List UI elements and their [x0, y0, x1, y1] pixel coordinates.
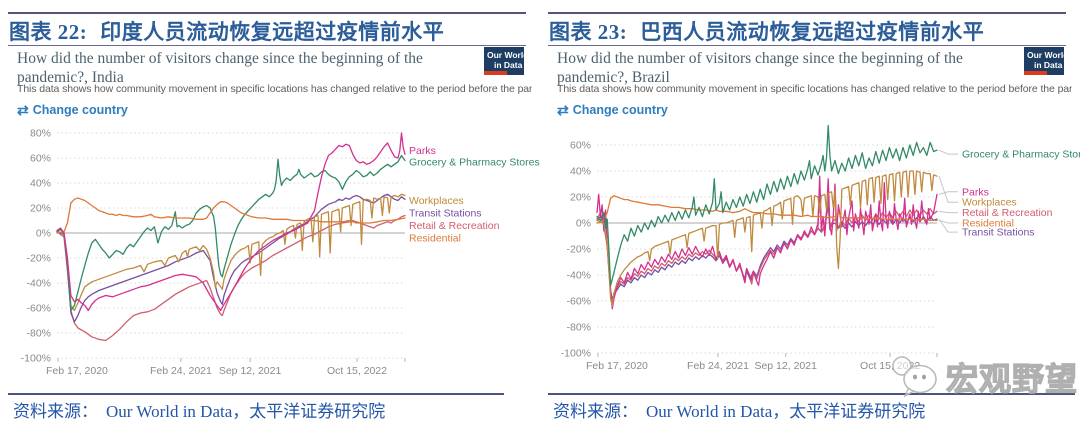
y-tick-label: 0% — [36, 228, 51, 240]
watermark-text: 宏观野望 — [945, 360, 1079, 397]
source-label: 资料来源： — [553, 402, 638, 421]
figure-number: 图表 23: — [549, 20, 628, 44]
change-country-label: Change country — [572, 103, 668, 117]
series-label-transit-stations: Transit Stations — [409, 208, 482, 220]
series-line-parks — [56, 132, 406, 312]
series-label-transit-stations: Transit Stations — [962, 227, 1035, 239]
x-tick-label: Feb 24, 2021 — [687, 360, 749, 372]
y-tick-label: 60% — [30, 153, 51, 165]
owid-logo-line2: in Data — [1034, 60, 1063, 70]
series-label-residential: Residential — [962, 218, 1014, 230]
source-rule — [548, 393, 1075, 395]
y-tick-label: -100% — [561, 348, 591, 360]
wechat-watermark: 宏观野望 — [890, 354, 1078, 400]
top-rule — [548, 12, 1066, 14]
series-label-residential: Residential — [409, 233, 461, 245]
series-label-parks: Parks — [409, 145, 436, 157]
panel-brazil: 图表 23: 巴西人员流动恢复远超过疫情前水平 How did the numbe… — [540, 0, 1080, 427]
x-tick-label: Feb 24, 2021 — [150, 365, 212, 377]
mobility-chart-brazil: 60% 40% 20% 0% -20% -40% -60% -80% -100% Feb 17, … — [540, 120, 1080, 385]
chart-subtitle: This data shows how community movement i… — [557, 83, 1072, 95]
series-line-parks — [596, 175, 938, 310]
series-label-grocery-pharmacy-stores: Grocery & Pharmacy Stores — [409, 156, 540, 168]
chart-subtitle: This data shows how community movement i… — [17, 83, 532, 95]
y-tick-label: -40% — [566, 270, 591, 282]
source-rule — [8, 393, 504, 395]
y-tick-label: -60% — [566, 296, 591, 308]
series-line-workplaces — [56, 193, 406, 312]
label-connector — [938, 149, 958, 155]
y-tick-label: 20% — [570, 192, 591, 204]
chart-headline: How did the number of visitors change si… — [557, 50, 963, 86]
owid-logo-line1: Our World — [1027, 50, 1064, 60]
title-rule — [8, 45, 526, 46]
change-country-button[interactable]: ⇄ Change country — [557, 103, 668, 117]
series-line-workplaces — [596, 170, 938, 307]
swap-arrows-icon: ⇄ — [557, 102, 569, 118]
series-label-retail-recreation: Retail & Recreation — [409, 220, 500, 232]
y-tick-label: 20% — [30, 203, 51, 215]
source-label: 资料来源： — [13, 402, 98, 421]
figure-title-text: 巴西人员流动恢复远超过疫情前水平 — [640, 20, 985, 44]
label-connector — [938, 219, 958, 224]
y-tick-label: -40% — [26, 278, 51, 290]
wechat-icon — [892, 356, 937, 398]
chart-svg-india: 80% 60% 40% 20% 0% -20% -40% -60% -80% -100%Feb 1… — [21, 128, 540, 378]
y-tick-label: 40% — [30, 178, 51, 190]
chart-headline: How did the number of visitors change si… — [17, 50, 423, 86]
chart-svg-brazil: 60% 40% 20% 0% -20% -40% -60% -80% -100%Feb 17, … — [561, 124, 1080, 372]
source-text: Our World in Data，太平洋证券研究院 — [106, 402, 386, 421]
mobility-chart-india: 80% 60% 40% 20% 0% -20% -40% -60% -80% -100% Feb 1… — [0, 120, 540, 385]
y-tick-label: 40% — [570, 166, 591, 178]
label-connector — [938, 176, 958, 203]
series-line-grocery-pharmacy-stores — [56, 154, 406, 312]
y-tick-label: -80% — [26, 328, 51, 340]
series-label-workplaces: Workplaces — [409, 195, 464, 207]
series-label-parks: Parks — [962, 186, 989, 198]
series-line-retail-recreation — [596, 187, 938, 303]
x-tick-label: Sep 12, 2021 — [754, 360, 817, 372]
series-line-residential — [56, 197, 406, 234]
source-line: 资料来源： Our World in Data，太平洋证券研究院 — [553, 397, 925, 422]
owid-logo-red-stripe — [1024, 71, 1048, 75]
series-label-grocery-pharmacy-store: Grocery & Pharmacy Store — [962, 149, 1080, 161]
change-country-label: Change country — [32, 103, 128, 117]
label-connector — [938, 218, 958, 233]
figure-title: 图表 23: 巴西人员流动恢复远超过疫情前水平 — [549, 16, 984, 46]
y-tick-label: -20% — [566, 244, 591, 256]
owid-logo: Our World in Data — [1024, 47, 1064, 75]
owid-logo-line2: in Data — [494, 60, 523, 70]
figure-title-text: 印度人员流动恢复远超过疫情前水平 — [100, 20, 445, 44]
label-connector — [938, 210, 958, 214]
y-tick-label: -60% — [26, 303, 51, 315]
x-tick-label: Sep 12, 2021 — [219, 365, 282, 377]
figure-number: 图表 22: — [9, 20, 88, 44]
x-tick-label: Feb 17, 2020 — [46, 365, 108, 377]
series-label-retail-recreation: Retail & Recreation — [962, 207, 1053, 219]
series-line-residential — [596, 195, 938, 224]
y-tick-label: 0% — [576, 218, 591, 230]
owid-logo: Our World in Data — [484, 47, 524, 75]
owid-logo-line1: Our World — [487, 50, 524, 60]
figure-title: 图表 22: 印度人员流动恢复远超过疫情前水平 — [9, 16, 444, 46]
source-line: 资料来源： Our World in Data，太平洋证券研究院 — [13, 397, 385, 422]
y-tick-label: -100% — [21, 353, 51, 365]
y-tick-label: 60% — [570, 140, 591, 152]
x-tick-label: Feb 17, 2020 — [586, 360, 648, 372]
x-tick-label: Oct 15, 2022 — [327, 365, 387, 377]
swap-arrows-icon: ⇄ — [17, 102, 29, 118]
panel-india: 图表 22: 印度人员流动恢复远超过疫情前水平 How did the numbe… — [0, 12, 540, 422]
change-country-button[interactable]: ⇄ Change country — [17, 103, 128, 117]
y-tick-label: 80% — [30, 128, 51, 140]
owid-logo-red-stripe — [484, 71, 508, 75]
series-line-grocery-pharmacy-store — [596, 124, 938, 287]
source-text: Our World in Data，太平洋证券研究院 — [646, 402, 926, 421]
y-tick-label: -20% — [26, 253, 51, 265]
y-tick-label: -80% — [566, 322, 591, 334]
top-rule — [8, 12, 526, 14]
title-rule — [548, 45, 1066, 46]
label-connector — [938, 191, 958, 195]
series-label-workplaces: Workplaces — [962, 197, 1017, 209]
